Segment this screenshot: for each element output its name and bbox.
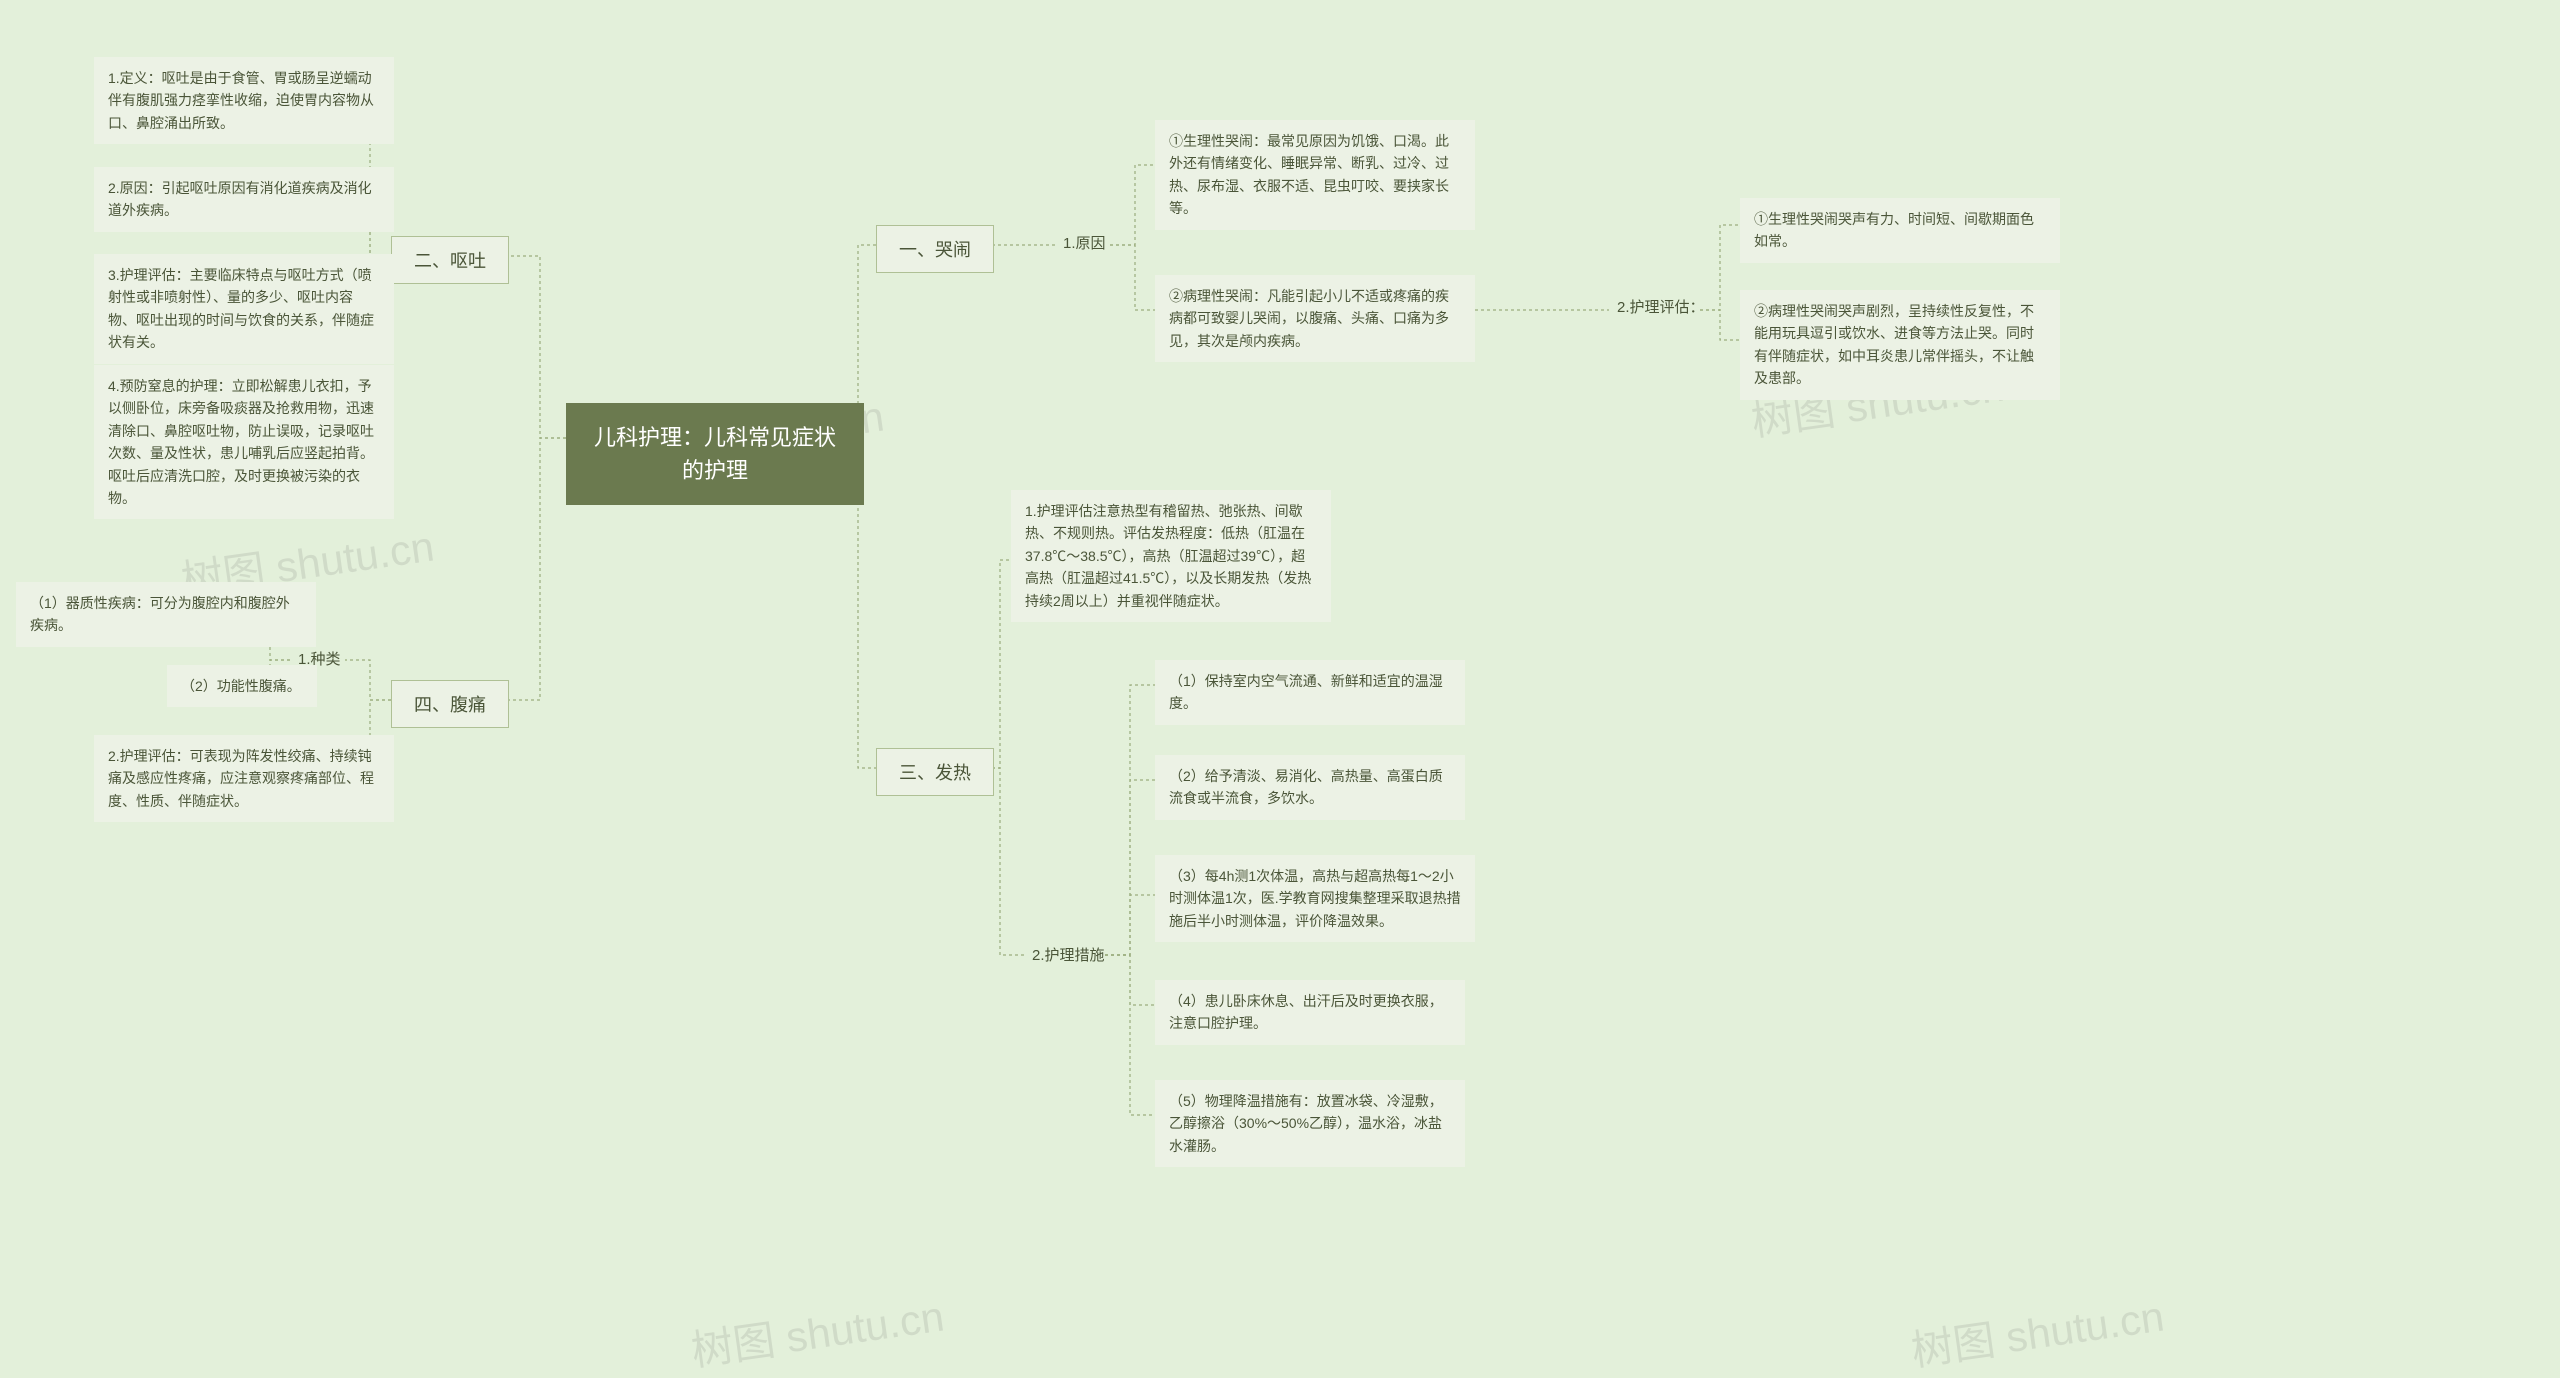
leaf-fever-1: 1.护理评估注意热型有稽留热、弛张热、间歇热、不规则热。评估发热程度：低热（肛温… (1011, 490, 1331, 622)
leaf-vomit-1: 1.定义：呕吐是由于食管、胃或肠呈逆蠕动伴有腹肌强力痉挛性收缩，迫使胃内容物从口… (94, 57, 394, 144)
watermark: 树图 shutu.cn (1907, 1283, 2167, 1378)
leaf-vomit-2: 2.原因：引起呕吐原因有消化道疾病及消化道外疾病。 (94, 167, 394, 232)
root-line1: 儿科护理：儿科常见症状 (594, 421, 836, 454)
leaf-fever-m3: （3）每4h测1次体温，高热与超高热每1～2小时测体温1次，医.学教育网搜集整理… (1155, 855, 1475, 942)
sub-crying-assess: 2.护理评估： (1609, 292, 1713, 321)
sub-fever-measures: 2.护理措施 (1024, 940, 1113, 969)
leaf-fever-m4: （4）患儿卧床休息、出汗后及时更换衣服，注意口腔护理。 (1155, 980, 1465, 1045)
branch-fever: 三、发热 (876, 748, 994, 796)
leaf-cry-assess-2: ②病理性哭闹哭声剧烈，呈持续性反复性，不能用玩具逗引或饮水、进食等方法止哭。同时… (1740, 290, 2060, 400)
leaf-fever-m2: （2）给予清淡、易消化、高热量、高蛋白质流食或半流食，多饮水。 (1155, 755, 1465, 820)
leaf-vomit-4: 4.预防窒息的护理：立即松解患儿衣扣，予以侧卧位，床旁备吸痰器及抢救用物，迅速清… (94, 365, 394, 519)
leaf-cry-assess-1: ①生理性哭闹哭声有力、时间短、间歇期面色如常。 (1740, 198, 2060, 263)
root-line2: 的护理 (594, 454, 836, 487)
root-node: 儿科护理：儿科常见症状 的护理 (566, 403, 864, 505)
leaf-vomit-3: 3.护理评估：主要临床特点与呕吐方式（喷射性或非喷射性）、量的多少、呕吐内容物、… (94, 254, 394, 364)
leaf-abd-2: 2.护理评估：可表现为阵发性绞痛、持续钝痛及感应性疼痛，应注意观察疼痛部位、程度… (94, 735, 394, 822)
leaf-cry-path: ②病理性哭闹：凡能引起小儿不适或疼痛的疾病都可致婴儿哭闹，以腹痛、头痛、口痛为多… (1155, 275, 1475, 362)
leaf-abd-kind1: （1）器质性疾病：可分为腹腔内和腹腔外疾病。 (16, 582, 316, 647)
watermark: 树图 shutu.cn (687, 1283, 947, 1378)
branch-abdomen: 四、腹痛 (391, 680, 509, 728)
sub-crying-reason: 1.原因 (1055, 228, 1114, 257)
leaf-abd-kind2: （2）功能性腹痛。 (167, 665, 317, 707)
leaf-cry-phys: ①生理性哭闹：最常见原因为饥饿、口渴。此外还有情绪变化、睡眠异常、断乳、过冷、过… (1155, 120, 1475, 230)
branch-crying: 一、哭闹 (876, 225, 994, 273)
leaf-fever-m1: （1）保持室内空气流通、新鲜和适宜的温湿度。 (1155, 660, 1465, 725)
branch-vomit: 二、呕吐 (391, 236, 509, 284)
leaf-fever-m5: （5）物理降温措施有：放置冰袋、冷湿敷，乙醇擦浴（30%～50%乙醇），温水浴，… (1155, 1080, 1465, 1167)
